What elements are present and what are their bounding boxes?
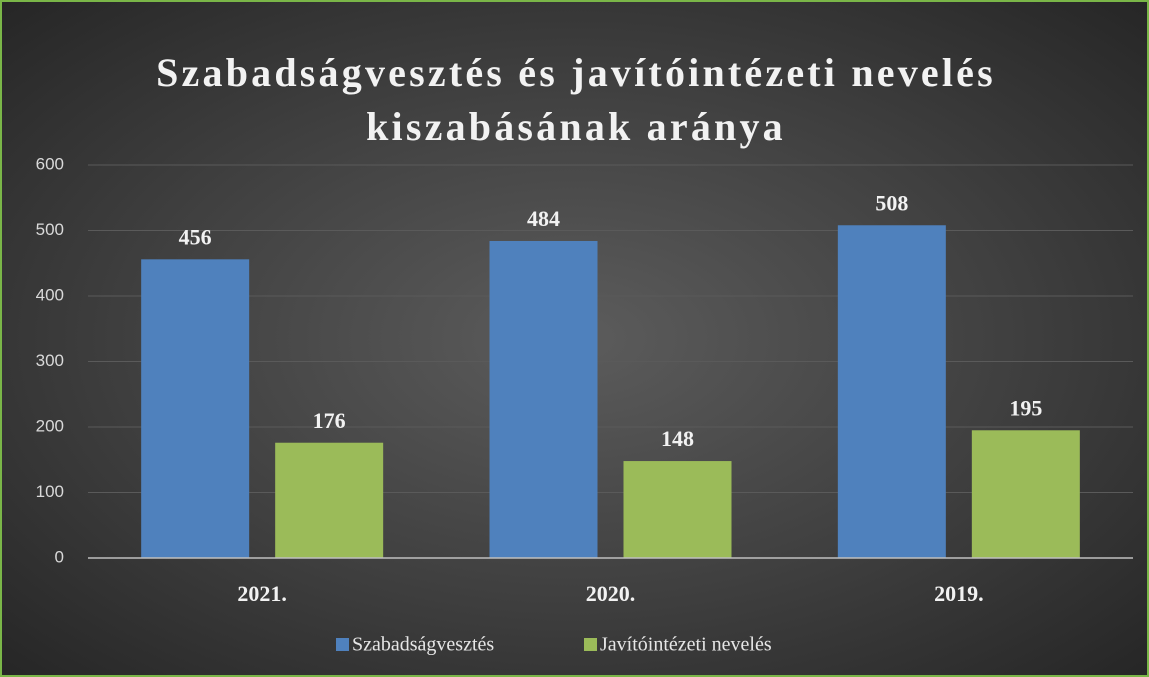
data-label: 456 xyxy=(179,224,212,249)
x-tick-label: 2019. xyxy=(934,581,984,606)
x-tick-label: 2021. xyxy=(237,581,287,606)
legend-label: Szabadságvesztés xyxy=(352,634,494,656)
data-label: 484 xyxy=(527,206,560,231)
chart-title: Szabadságvesztés és javítóintézeti nevel… xyxy=(156,50,996,149)
y-tick-label: 300 xyxy=(36,351,64,370)
y-tick-label: 100 xyxy=(36,482,64,501)
y-tick-label: 200 xyxy=(36,416,64,435)
data-label: 195 xyxy=(1009,395,1042,420)
bar xyxy=(623,461,732,558)
data-label: 148 xyxy=(661,426,694,451)
bar xyxy=(837,225,946,558)
y-tick-label: 500 xyxy=(36,220,64,239)
data-label: 508 xyxy=(875,190,908,215)
bar xyxy=(489,240,598,559)
bar xyxy=(141,259,250,558)
x-tick-label: 2020. xyxy=(586,581,636,606)
legend-swatch xyxy=(336,638,349,651)
bar xyxy=(971,430,1080,558)
y-tick-label: 0 xyxy=(55,547,64,566)
bar xyxy=(275,442,384,558)
data-label: 176 xyxy=(313,408,346,433)
y-tick-label: 600 xyxy=(36,154,64,173)
y-tick-label: 400 xyxy=(36,285,64,304)
legend-swatch xyxy=(584,638,597,651)
legend-label: Javítóintézeti nevelés xyxy=(600,634,772,656)
